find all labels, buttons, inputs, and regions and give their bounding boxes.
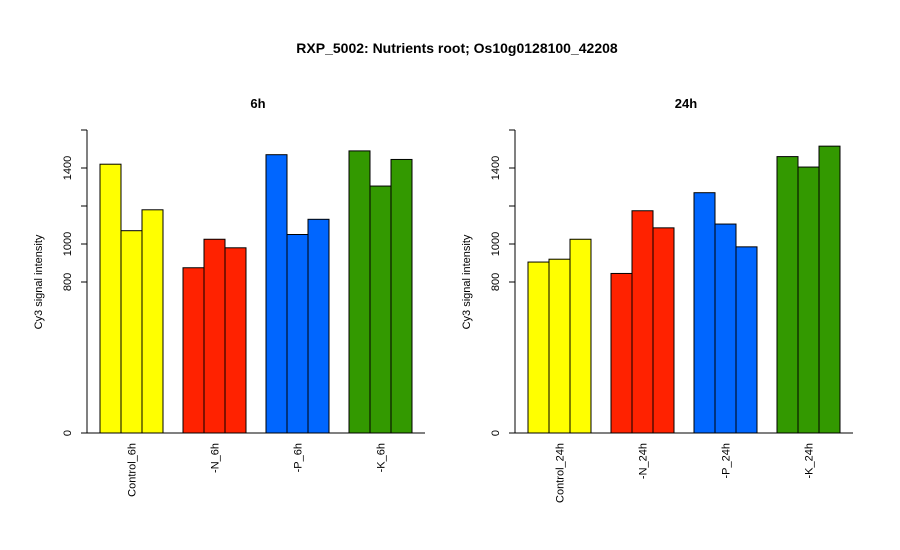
y-tick-label: 1000 [490,232,502,256]
panel-title: 6h [250,96,265,111]
x-tick-label: -K_24h [804,443,816,478]
bar [776,156,799,434]
y-tick-label: 1400 [62,156,74,180]
bar [631,210,654,434]
x-tick-label: -P_6h [293,443,305,472]
bar [120,230,143,434]
x-tick-label: -P_24h [721,443,733,478]
bar [369,185,392,434]
y-tick-label: 800 [490,273,502,291]
bar [224,247,247,434]
bar [203,238,226,434]
bar [527,261,550,434]
bar [797,166,820,434]
bar [390,158,413,434]
bar [548,258,571,434]
bar [265,154,288,434]
bar [735,246,758,434]
y-axis-label: Cy3 signal intensity [33,234,45,329]
bar [307,218,330,434]
bar [652,227,675,434]
y-axis-label: Cy3 signal intensity [461,234,473,329]
bar [818,145,841,434]
x-tick-label: -K_6h [376,443,388,472]
bar [141,209,164,434]
panel-24h: 24h Cy3 signal intensity 0 800 1000 1400 Con… [461,96,853,503]
y-tick-label: 1400 [490,156,502,180]
y-tick-label: 1000 [62,232,74,256]
bar [286,234,309,434]
bar [610,272,633,434]
x-tick-label: -N_6h [210,443,222,473]
bar [693,192,716,434]
panel-title: 24h [675,96,697,111]
x-tick-label: -N_24h [638,443,650,479]
y-tick-label: 0 [490,430,502,436]
bar [348,150,371,434]
bar [569,238,592,434]
panel-6h: 6h Cy3 signal intensity 0 800 1000 1400 Cont… [33,96,425,497]
x-tick-label: Control_24h [555,443,567,503]
bar [99,163,122,434]
bar [182,267,205,434]
y-tick-label: 800 [62,273,74,291]
bar [714,223,737,434]
x-tick-label: Control_6h [127,443,139,497]
y-tick-label: 0 [62,430,74,436]
figure-title: RXP_5002: Nutrients root; Os10g0128100_4… [296,40,618,56]
